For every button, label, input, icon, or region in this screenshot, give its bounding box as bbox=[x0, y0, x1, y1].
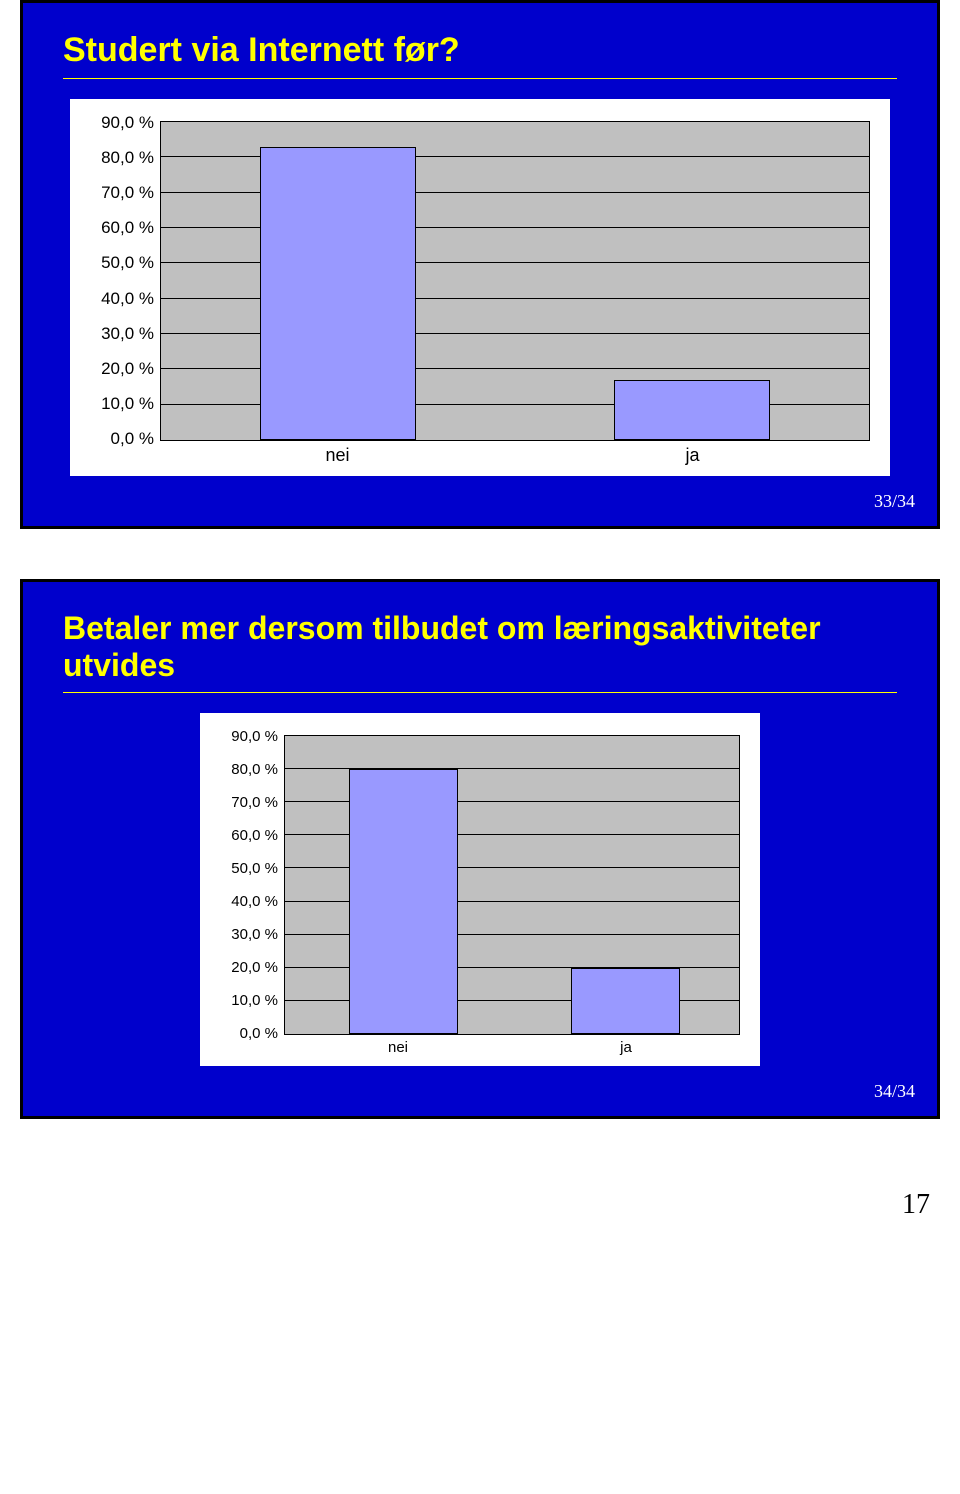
x-axis-labels: neija bbox=[284, 1039, 740, 1056]
plot-area bbox=[160, 121, 870, 441]
y-tick-label: 50,0 % bbox=[80, 253, 154, 273]
y-tick-label: 20,0 % bbox=[210, 959, 278, 976]
y-tick-label: 40,0 % bbox=[210, 893, 278, 910]
x-axis-labels: neija bbox=[160, 445, 870, 466]
x-tick-label: ja bbox=[515, 445, 870, 466]
slide-title: Studert via Internett før? bbox=[23, 3, 937, 78]
y-tick-label: 30,0 % bbox=[210, 926, 278, 943]
y-tick-label: 70,0 % bbox=[80, 183, 154, 203]
y-tick-label: 90,0 % bbox=[210, 728, 278, 745]
chart: 90,0 % 80,0 % 70,0 % 60,0 % 50,0 % 40,0 % 30,0… bbox=[200, 713, 760, 1066]
slide-title: Betaler mer dersom tilbudet om læringsak… bbox=[23, 582, 937, 692]
y-tick-label: 60,0 % bbox=[80, 218, 154, 238]
slide: Studert via Internett før? 90,0 % 80,0 % 70… bbox=[20, 0, 940, 529]
y-tick-label: 0,0 % bbox=[210, 1025, 278, 1042]
title-underline bbox=[63, 78, 897, 79]
y-axis-labels: 90,0 % 80,0 % 70,0 % 60,0 % 50,0 % 40,0 % 30,0… bbox=[210, 728, 284, 1043]
plot-area bbox=[284, 735, 740, 1035]
slide-counter: 33/34 bbox=[874, 491, 915, 512]
y-tick-label: 40,0 % bbox=[80, 289, 154, 309]
chart: 90,0 % 80,0 % 70,0 % 60,0 % 50,0 % 40,0 % 30,0… bbox=[70, 99, 890, 476]
slide: Betaler mer dersom tilbudet om læringsak… bbox=[20, 579, 940, 1119]
y-tick-label: 30,0 % bbox=[80, 324, 154, 344]
y-tick-label: 90,0 % bbox=[80, 113, 154, 133]
y-tick-label: 80,0 % bbox=[210, 761, 278, 778]
y-tick-label: 50,0 % bbox=[210, 860, 278, 877]
x-tick-label: nei bbox=[284, 1039, 512, 1056]
bar bbox=[260, 147, 416, 440]
y-tick-label: 20,0 % bbox=[80, 359, 154, 379]
y-tick-label: 60,0 % bbox=[210, 827, 278, 844]
y-tick-label: 10,0 % bbox=[80, 394, 154, 414]
x-tick-label: nei bbox=[160, 445, 515, 466]
bar bbox=[349, 769, 458, 1034]
title-underline bbox=[63, 692, 897, 693]
y-tick-label: 10,0 % bbox=[210, 992, 278, 1009]
x-tick-label: ja bbox=[512, 1039, 740, 1056]
page-number: 17 bbox=[0, 1169, 960, 1241]
bar bbox=[614, 380, 770, 440]
y-tick-label: 80,0 % bbox=[80, 148, 154, 168]
slide-counter: 34/34 bbox=[874, 1081, 915, 1102]
bar bbox=[571, 968, 680, 1034]
y-tick-label: 0,0 % bbox=[80, 429, 154, 449]
y-axis-labels: 90,0 % 80,0 % 70,0 % 60,0 % 50,0 % 40,0 % 30,0… bbox=[80, 113, 160, 450]
y-tick-label: 70,0 % bbox=[210, 794, 278, 811]
